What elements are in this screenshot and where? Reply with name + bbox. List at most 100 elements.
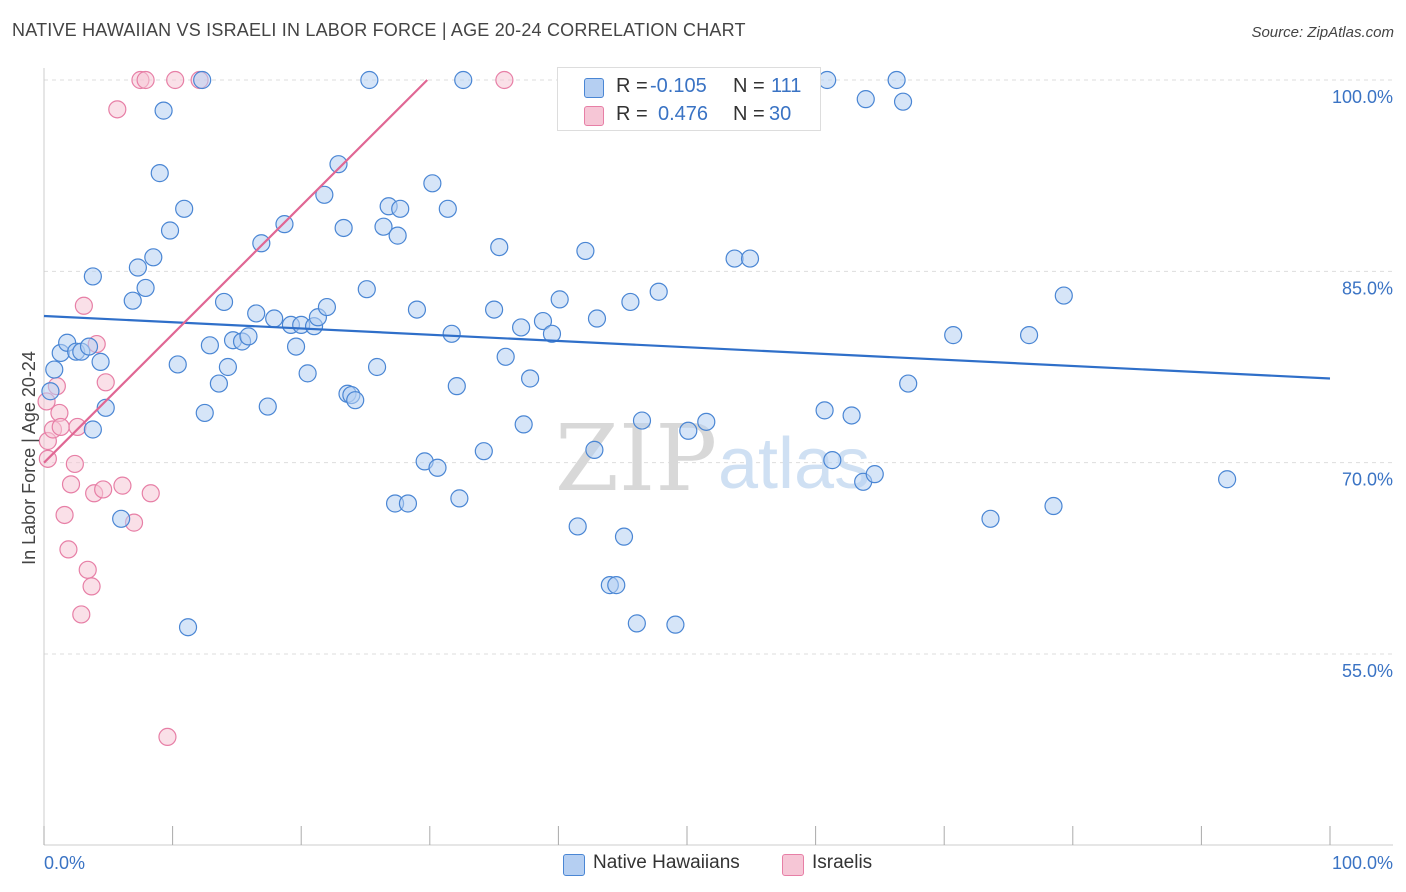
native-hawaiian-point <box>725 249 744 268</box>
x-tick-label-max: 100.0% <box>1332 853 1393 873</box>
israeli-point <box>65 454 84 474</box>
y-tick-labels: 55.0% 70.0% 85.0% 100.0% <box>1332 87 1393 681</box>
bottom-label-native-hawaiians: Native Hawaiians <box>593 852 740 873</box>
watermark: ZIP atlas <box>555 405 870 512</box>
native-hawaiian-point <box>128 258 147 277</box>
israeli-point <box>158 727 177 747</box>
native-hawaiian-point <box>391 199 410 218</box>
native-hawaiian-point <box>123 291 142 310</box>
israeli-point <box>82 577 101 596</box>
native-hawaiian-point <box>428 458 447 477</box>
native-hawaiian-point <box>981 509 1000 528</box>
native-hawaiian-point <box>887 70 906 90</box>
chart-title: NATIVE HAWAIIAN VS ISRAELI IN LABOR FORC… <box>12 20 746 40</box>
israeli-point <box>61 475 81 494</box>
native-hawaiian-point <box>865 465 884 484</box>
legend-r-label: R = <box>616 103 648 125</box>
native-hawaiian-point <box>1218 470 1237 489</box>
native-hawaiian-point <box>454 70 473 90</box>
native-hawaiian-point <box>944 326 963 345</box>
bottom-swatch-native-hawaiians <box>563 854 585 876</box>
legend-n-label: N = <box>733 75 765 97</box>
native-hawaiian-point <box>150 164 169 183</box>
y-axis-label: In Labor Force | Age 20-24 <box>19 351 39 565</box>
native-hawaiian-point <box>568 517 587 536</box>
trend-line-israelis <box>43 79 429 464</box>
native-hawaiian-point <box>214 292 234 312</box>
native-hawaiian-point <box>621 292 640 312</box>
native-hawaiian-point <box>258 397 277 416</box>
native-hawaiian-point <box>175 199 194 218</box>
native-hawaiian-point <box>136 278 155 298</box>
native-hawaiian-point <box>542 324 562 343</box>
native-hawaiian-point <box>200 336 219 355</box>
y-tick-label: 70.0% <box>1342 470 1393 490</box>
native-hawaiian-point <box>649 282 668 301</box>
native-hawaiian-point <box>576 241 595 261</box>
y-tick-label: 100.0% <box>1332 87 1393 107</box>
native-hawaiian-point <box>607 576 626 595</box>
native-hawaiian-point <box>442 324 461 343</box>
trend-line-native-hawaiians <box>43 314 1331 380</box>
israeli-point <box>113 476 132 495</box>
israeli-point <box>96 373 115 392</box>
correlation-legend: R = -0.105 N = 111 R = 0.476 N = 30 <box>557 67 821 131</box>
native-hawaiian-point <box>407 300 427 319</box>
native-hawaiian-point <box>842 406 861 425</box>
native-hawaiian-point <box>91 352 110 371</box>
legend-n-label: N = <box>733 103 765 125</box>
native-hawaiian-point <box>614 527 634 546</box>
native-hawaiian-point <box>447 377 466 396</box>
native-hawaiian-point <box>423 174 442 193</box>
native-hawaiian-point <box>367 357 387 377</box>
native-hawaiian-point <box>112 509 131 528</box>
watermark-atlas: atlas <box>718 424 870 504</box>
israeli-point <box>94 480 113 499</box>
native-hawaiian-point <box>374 217 393 236</box>
native-hawaiian-point <box>315 185 334 204</box>
israeli-point <box>141 484 160 503</box>
native-hawaiian-point <box>79 337 99 356</box>
native-hawaiian-point <box>252 234 271 253</box>
israeli-point <box>51 417 70 437</box>
native-hawaiians-points <box>41 70 1237 637</box>
native-hawaiian-point <box>218 357 237 377</box>
native-hawaiian-point <box>697 412 716 431</box>
native-hawaiian-point <box>275 215 294 234</box>
native-hawaiian-point <box>45 360 64 379</box>
legend-n-value-israelis: 30 <box>769 103 792 125</box>
native-hawaiian-point <box>1054 286 1073 305</box>
native-hawaiian-point <box>550 290 569 309</box>
israeli-point <box>166 70 185 90</box>
native-hawaiian-point <box>856 90 875 109</box>
native-hawaiian-point <box>178 618 198 637</box>
native-hawaiian-point <box>193 70 212 90</box>
native-hawaiian-point <box>195 403 214 423</box>
native-hawaiian-point <box>521 369 540 388</box>
native-hawaiian-point <box>627 614 646 633</box>
native-hawaiian-point <box>818 70 837 90</box>
native-hawaiian-point <box>96 398 115 417</box>
native-hawaiian-point <box>357 280 376 299</box>
bottom-label-israelis: Israelis <box>812 852 873 873</box>
israeli-point <box>495 70 514 90</box>
native-hawaiian-point <box>496 347 515 366</box>
native-hawaiian-point <box>1019 326 1039 345</box>
native-hawaiian-point <box>585 440 604 460</box>
native-hawaiians-swatch <box>584 78 604 98</box>
bottom-swatch-israelis <box>782 854 804 876</box>
native-hawaiian-point <box>83 420 102 439</box>
native-hawaiian-point <box>485 300 504 319</box>
native-hawaiian-point <box>329 155 348 174</box>
native-hawaiian-point <box>893 92 913 111</box>
israelis-points <box>37 70 514 747</box>
native-hawaiian-point <box>514 415 533 434</box>
native-hawaiian-point <box>334 218 353 238</box>
native-hawaiian-point <box>160 221 180 240</box>
israeli-point <box>68 417 87 437</box>
native-hawaiian-point <box>360 70 379 90</box>
source-credit: Source: ZipAtlas.com <box>1251 24 1394 41</box>
native-hawaiian-point <box>286 337 306 356</box>
native-hawaiian-point <box>265 309 284 328</box>
native-hawaiian-point <box>450 489 469 508</box>
